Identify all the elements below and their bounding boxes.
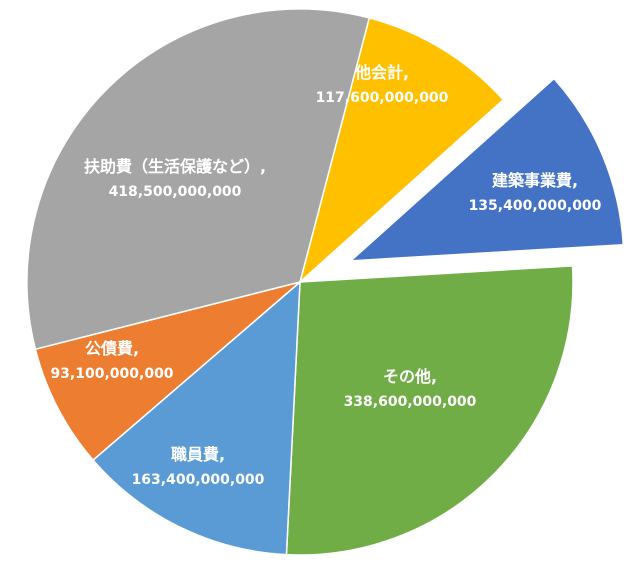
slice-value-label: 418,500,000,000 xyxy=(109,184,242,200)
slice-value-label: 338,600,000,000 xyxy=(344,394,477,410)
pie-slice-5 xyxy=(26,8,371,351)
slice-value-label: 163,400,000,000 xyxy=(132,472,265,488)
slice-category-label: 他会計, xyxy=(354,63,409,82)
slice-value-label: 117,600,000,000 xyxy=(316,90,449,106)
pie-slice-3 xyxy=(92,280,301,556)
pie-slice-0 xyxy=(298,17,505,285)
slice-category-label: 扶助費（生活保護など）, xyxy=(84,157,266,176)
slice-category-label: 職員費, xyxy=(171,445,225,464)
slice-value-label: 93,100,000,000 xyxy=(50,366,173,382)
slice-category-label: 公債費, xyxy=(85,339,139,358)
pie-slice-2 xyxy=(285,265,574,556)
pie-slice-4 xyxy=(34,281,301,462)
slice-category-label: その他, xyxy=(383,367,437,386)
slice-category-label: 建築事業費, xyxy=(492,171,578,190)
pie-slice-1 xyxy=(348,77,625,262)
slice-value-label: 135,400,000,000 xyxy=(469,198,602,214)
